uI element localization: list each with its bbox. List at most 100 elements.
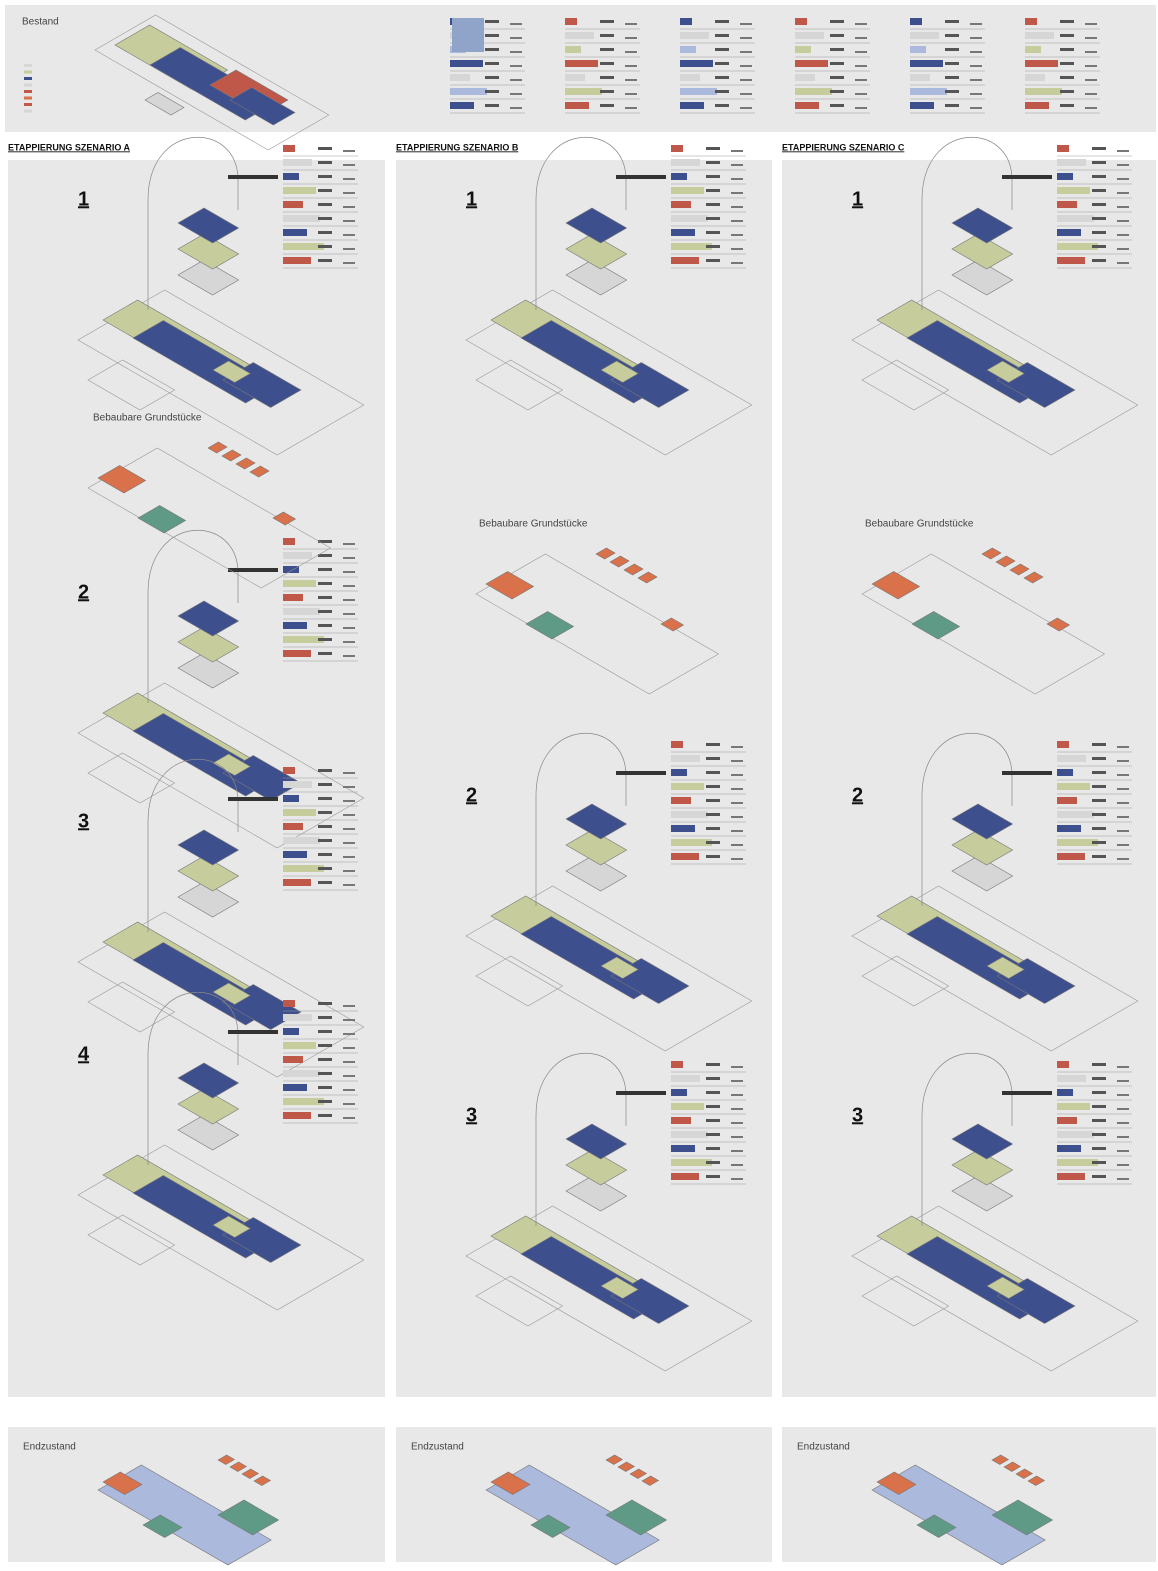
chart-text bbox=[318, 217, 332, 220]
chart-bar bbox=[910, 102, 934, 109]
chart-bar bbox=[283, 608, 320, 615]
chart-text bbox=[318, 1044, 332, 1047]
chart-text bbox=[706, 785, 720, 788]
chart-text bbox=[1092, 161, 1106, 164]
chart-text bbox=[706, 161, 720, 164]
callout-text bbox=[616, 1091, 666, 1095]
chart-text bbox=[625, 51, 637, 53]
step-number: 1 bbox=[78, 188, 89, 210]
chart-text bbox=[318, 624, 332, 627]
chart-text bbox=[318, 259, 332, 262]
chart-bar bbox=[283, 173, 299, 180]
step-number: 2 bbox=[466, 784, 477, 806]
chart-text bbox=[318, 245, 332, 248]
chart-text bbox=[1117, 1136, 1129, 1138]
chart-text bbox=[343, 248, 355, 250]
chart-text bbox=[1060, 62, 1074, 65]
chart-text bbox=[970, 93, 982, 95]
chart-text bbox=[731, 1178, 743, 1180]
chart-text bbox=[485, 104, 499, 107]
chart-bar bbox=[283, 837, 320, 844]
chart-text bbox=[1117, 262, 1129, 264]
chart-text bbox=[343, 800, 355, 802]
chart-text bbox=[485, 48, 499, 51]
chart-text bbox=[1085, 93, 1097, 95]
chart-text bbox=[706, 203, 720, 206]
chart-bar bbox=[1057, 839, 1098, 846]
chart-text bbox=[625, 65, 637, 67]
chart-bar bbox=[671, 853, 699, 860]
chart-text bbox=[830, 34, 844, 37]
chart-text bbox=[318, 769, 332, 772]
callout-text bbox=[1002, 771, 1052, 775]
chart-text bbox=[731, 816, 743, 818]
chart-text bbox=[830, 76, 844, 79]
chart-text bbox=[1092, 1147, 1106, 1150]
chart-text bbox=[625, 37, 637, 39]
chart-text bbox=[706, 743, 720, 746]
chart-text bbox=[1060, 20, 1074, 23]
chart-text bbox=[706, 245, 720, 248]
chart-text bbox=[1085, 23, 1097, 25]
final-label: Endzustand bbox=[23, 1442, 76, 1453]
chart-text bbox=[600, 104, 614, 107]
chart-bar bbox=[671, 1145, 695, 1152]
chart-text bbox=[715, 90, 729, 93]
legend-swatch bbox=[24, 97, 32, 100]
chart-text bbox=[830, 62, 844, 65]
chart-text bbox=[970, 51, 982, 53]
chart-text bbox=[740, 37, 752, 39]
chart-bar bbox=[1025, 32, 1054, 39]
chart-text bbox=[731, 234, 743, 236]
chart-text bbox=[731, 248, 743, 250]
poster: Bestand ETAPPIERUNG SZENARIO A1234Bebaub… bbox=[0, 0, 1158, 1571]
chart-bar bbox=[452, 18, 484, 52]
chart-text bbox=[706, 841, 720, 844]
chart-bar bbox=[795, 102, 819, 109]
chart-bar bbox=[671, 825, 695, 832]
chart-text bbox=[1085, 107, 1097, 109]
legend-swatch bbox=[24, 90, 32, 93]
chart-text bbox=[318, 582, 332, 585]
chart-text bbox=[600, 90, 614, 93]
chart-text bbox=[706, 1133, 720, 1136]
chart-text bbox=[731, 788, 743, 790]
chart-bar bbox=[1025, 74, 1045, 81]
chart-text bbox=[318, 811, 332, 814]
chart-text bbox=[625, 107, 637, 109]
chart-text bbox=[731, 1080, 743, 1082]
chart-bar bbox=[795, 88, 832, 95]
chart-text bbox=[731, 1066, 743, 1068]
chart-bar bbox=[283, 809, 316, 816]
scenario-title: ETAPPIERUNG SZENARIO A bbox=[8, 142, 131, 152]
chart-bar bbox=[671, 755, 700, 762]
callout-text bbox=[616, 175, 666, 179]
chart-text bbox=[485, 34, 499, 37]
legend-swatch bbox=[24, 110, 32, 113]
chart-text bbox=[1117, 858, 1129, 860]
chart-bar bbox=[671, 145, 683, 152]
step-number: 4 bbox=[78, 1043, 90, 1065]
chart-text bbox=[855, 79, 867, 81]
chart-text bbox=[1092, 1119, 1106, 1122]
chart-text bbox=[1092, 771, 1106, 774]
chart-text bbox=[1092, 1161, 1106, 1164]
chart-text bbox=[1060, 90, 1074, 93]
chart-bar bbox=[795, 60, 828, 67]
chart-bar bbox=[283, 781, 312, 788]
chart-text bbox=[1092, 1105, 1106, 1108]
chart-text bbox=[706, 1119, 720, 1122]
chart-text bbox=[318, 161, 332, 164]
chart-bar bbox=[1057, 201, 1077, 208]
chart-text bbox=[343, 585, 355, 587]
chart-bar bbox=[1057, 1075, 1086, 1082]
chart-text bbox=[715, 34, 729, 37]
chart-bar bbox=[1057, 257, 1085, 264]
chart-text bbox=[1092, 1133, 1106, 1136]
chart-text bbox=[706, 771, 720, 774]
chart-text bbox=[343, 557, 355, 559]
chart-text bbox=[1085, 79, 1097, 81]
chart-text bbox=[1092, 1175, 1106, 1178]
chart-text bbox=[318, 1086, 332, 1089]
chart-bar bbox=[283, 767, 295, 774]
